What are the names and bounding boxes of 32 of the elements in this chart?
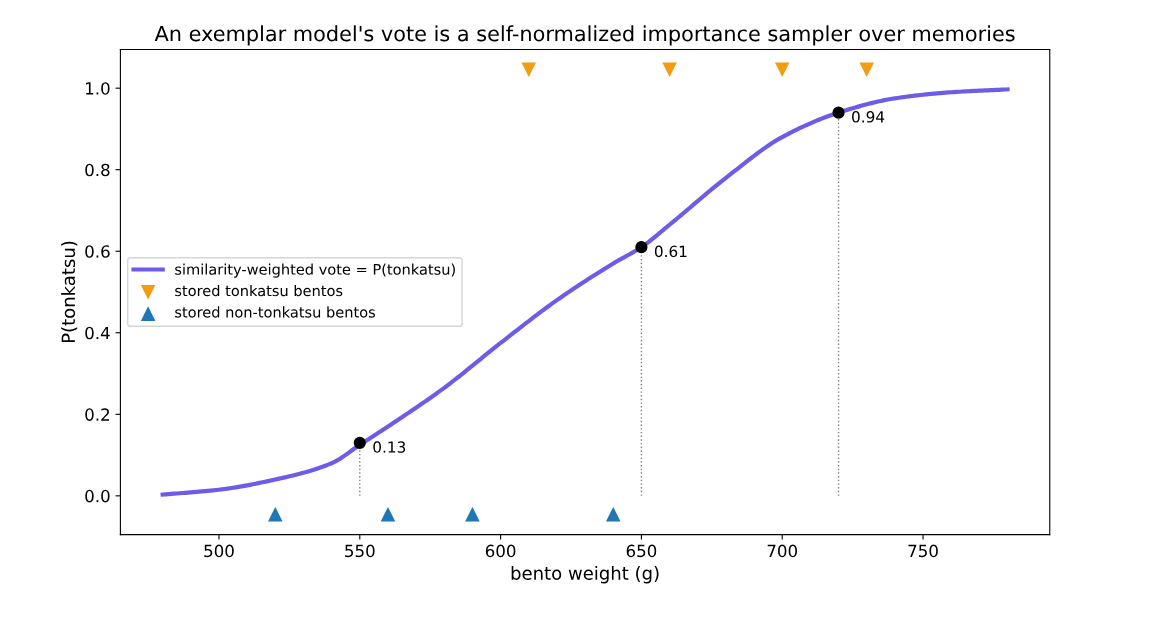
- y-tick-label: 0.0: [85, 489, 110, 503]
- data-label: 0.94: [852, 111, 885, 123]
- y-tick-label: 0.8: [85, 163, 110, 177]
- x-tick-label: 500: [204, 544, 234, 558]
- x-tick-label: 750: [908, 544, 938, 558]
- x-tick-label: 700: [767, 544, 798, 558]
- point: [774, 62, 790, 78]
- point: [662, 62, 677, 78]
- y-tick-label: 1.0: [86, 82, 110, 95]
- point: [635, 241, 648, 254]
- x-tick-label: 650: [626, 544, 657, 558]
- y-tick-label: 0.2: [85, 408, 110, 421]
- legend-label: stored non-tonkatsu bentos: [175, 306, 376, 318]
- point: [268, 506, 283, 522]
- chart-title: An exemplar model's vote is a self-normalized importance sampler over memories: [154, 25, 1015, 46]
- point: [353, 436, 366, 449]
- data-label: 0.13: [373, 441, 406, 453]
- y-tick-label: 0.6: [85, 245, 110, 258]
- point: [521, 62, 537, 78]
- point: [832, 106, 845, 119]
- data-label: 0.61: [654, 245, 687, 258]
- y-axis-title: P(tonkatsu): [61, 241, 78, 343]
- x-tick-label: 600: [485, 544, 516, 558]
- point: [859, 62, 874, 78]
- x-tick-label: 550: [345, 544, 375, 558]
- x-axis-title: bento weight (g): [511, 565, 659, 584]
- legend-label: stored tonkatsu bentos: [175, 284, 343, 297]
- y-tick-label: 0.4: [85, 326, 110, 340]
- point: [605, 506, 621, 522]
- point: [465, 506, 480, 522]
- legend-label: similarity-weighted vote = P(tonkatsu): [175, 263, 455, 278]
- point: [380, 506, 396, 522]
